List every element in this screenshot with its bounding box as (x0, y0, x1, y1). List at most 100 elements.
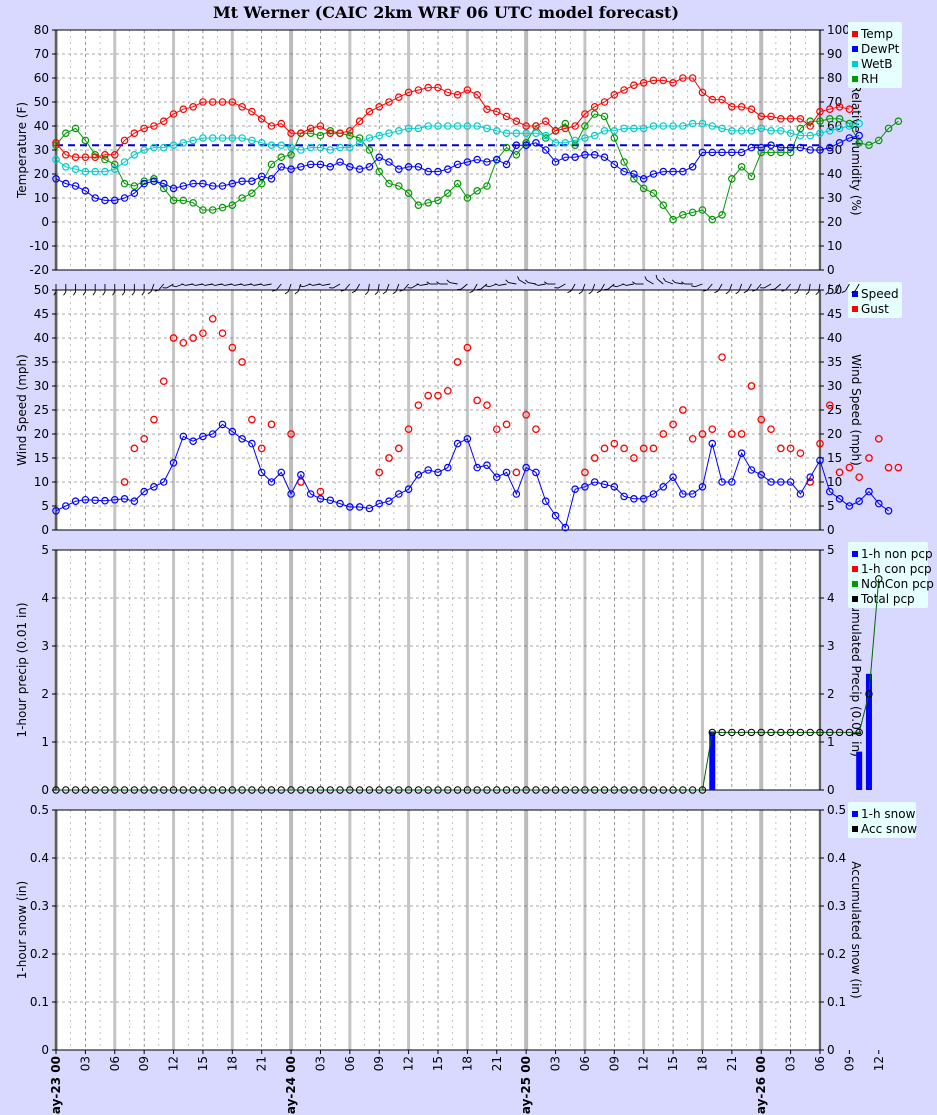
series-wetb-point (218, 134, 227, 142)
acc-precip-point (493, 786, 501, 794)
series-rh-point (708, 215, 717, 224)
series-temp-point (541, 117, 550, 126)
gust-point (267, 420, 276, 429)
wind-barb-flag (436, 281, 441, 285)
wind-barb-flag (131, 291, 135, 296)
series-dewpt-point (757, 143, 766, 152)
series-speed-point (708, 439, 717, 448)
series-temp-point (257, 115, 266, 123)
series-wetb-point (404, 124, 413, 133)
series-speed-point (443, 463, 452, 472)
wind-barb-flag (102, 291, 106, 296)
series-rh-point (110, 160, 119, 169)
gust-point (620, 444, 628, 453)
series-rh-point (287, 151, 295, 159)
series-rh-point (375, 167, 384, 176)
legend-entry: WetB (861, 57, 892, 71)
acc-precip-point (483, 786, 491, 794)
wind-barb (558, 283, 566, 289)
wind-barb (537, 283, 546, 286)
series-rh-point (395, 182, 403, 190)
acc-precip-point (130, 786, 139, 794)
wind-barb (728, 283, 733, 292)
acc-precip-point (865, 690, 873, 698)
gust-point (894, 463, 903, 472)
series-dewpt-point (424, 167, 433, 176)
series-wetb-point (159, 143, 168, 152)
series-temp-point (52, 139, 60, 147)
gust-point (130, 444, 139, 453)
series-rh-point (404, 189, 413, 198)
series-temp-point (669, 79, 677, 87)
series-dewpt-point (571, 153, 579, 162)
wind-barb (844, 283, 850, 292)
y2-tick-label: 0.5 (827, 803, 846, 817)
series-wetb-point (737, 127, 746, 135)
wind-barb-flag (752, 289, 757, 292)
series-rh-point (669, 215, 677, 224)
wind-barb (747, 283, 752, 292)
acc-precip-point (326, 786, 334, 794)
wind-barb-flag (644, 276, 647, 281)
x-tick-label: 06 (578, 1056, 592, 1071)
legend-swatch (852, 811, 858, 817)
series-temp-point (395, 93, 403, 102)
y-tick-label: 35 (34, 355, 49, 369)
series-wetb-point (502, 129, 511, 138)
series-wetb-point (228, 134, 237, 142)
y2-tick-label: 20 (827, 215, 842, 229)
wind-barb-flag (399, 289, 404, 292)
series-rh-point (590, 110, 599, 118)
y2-tick-label: 2 (827, 687, 835, 701)
gust-point (394, 444, 403, 453)
acc-precip-point (669, 786, 677, 794)
series-temp-point (816, 107, 824, 116)
wind-barb (472, 283, 478, 292)
series-speed-point (590, 478, 599, 486)
wind-barb-flag (181, 283, 186, 286)
acc-precip-point (375, 786, 383, 794)
series-rh-point (561, 119, 570, 128)
acc-precip-point (160, 786, 168, 794)
x-tick-label: 15 (666, 1056, 680, 1071)
acc-precip-point (277, 786, 285, 794)
series-rh-point (248, 189, 256, 198)
x-tick-label: 18 (460, 1056, 474, 1071)
series-temp-point (845, 105, 854, 114)
gust-point (845, 463, 854, 472)
series-dewpt-point (61, 179, 70, 188)
acc-precip-point (346, 786, 354, 794)
wind-barb-flag (121, 291, 125, 296)
series-wetb-point (659, 122, 668, 130)
wind-barb (665, 280, 674, 285)
gust-point (424, 391, 433, 400)
acc-precip-point (581, 786, 589, 794)
y2-tick-label: 60 (827, 119, 842, 133)
series-rh-point (443, 189, 452, 198)
y-tick-label: 20 (34, 427, 49, 441)
series-speed-point (120, 494, 129, 503)
wind-barb (785, 283, 791, 291)
series-rh-point (453, 179, 462, 188)
series-temp-point (835, 103, 844, 111)
acc-precip-point (522, 786, 530, 794)
series-speed-point (639, 494, 648, 503)
series-temp-point (639, 79, 648, 87)
acc-precip-point (297, 786, 305, 794)
series-dewpt-point (267, 175, 276, 183)
series-rh-point (502, 143, 511, 152)
wind-barb (581, 283, 586, 292)
acc-precip-point (620, 786, 628, 794)
series-rh-point (463, 194, 472, 202)
series-dewpt-point (218, 182, 227, 190)
wind-barb-flag (259, 283, 264, 286)
plot-border (55, 289, 821, 531)
wind-barb-flag (249, 283, 254, 286)
series-dewpt-point (404, 163, 413, 171)
series-dewpt-point (287, 165, 295, 174)
series-rh-point (130, 182, 139, 190)
gust-point (796, 449, 805, 458)
series-speed-point (728, 478, 736, 486)
acc-precip-point (561, 786, 570, 794)
